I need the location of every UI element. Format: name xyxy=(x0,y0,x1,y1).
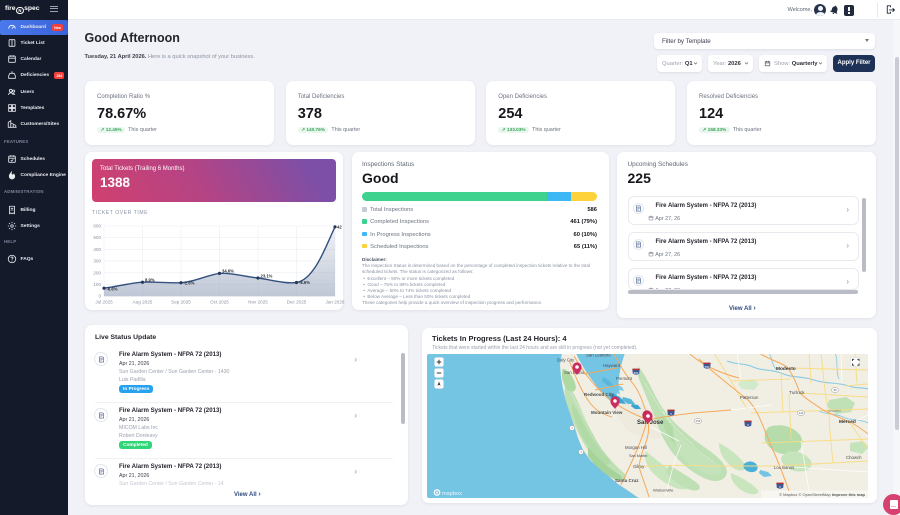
svg-text:Daly City: Daly City xyxy=(557,358,575,363)
svg-text:5: 5 xyxy=(670,412,672,416)
svg-text:Oct 2025: Oct 2025 xyxy=(210,300,229,305)
svg-text:Jul 2025: Jul 2025 xyxy=(95,300,113,305)
svg-text:Modesto: Modesto xyxy=(776,366,796,372)
svg-text:Merced: Merced xyxy=(839,419,856,425)
svg-text:400: 400 xyxy=(93,247,101,252)
svg-text:San Bruno: San Bruno xyxy=(564,370,585,375)
svg-text:Nov 2025: Nov 2025 xyxy=(248,300,268,305)
svg-text:Jan 2026: Jan 2026 xyxy=(326,300,345,305)
svg-text:Chowch: Chowch xyxy=(846,455,862,460)
svg-text:Watsonville: Watsonville xyxy=(653,488,674,493)
svg-text:34.6%: 34.6% xyxy=(222,269,234,274)
svg-text:300: 300 xyxy=(93,259,101,264)
svg-text:San Martin: San Martin xyxy=(629,454,647,458)
svg-text:99: 99 xyxy=(833,388,837,392)
svg-text:-2.6%: -2.6% xyxy=(184,281,195,286)
svg-text:Los Banos: Los Banos xyxy=(774,465,794,470)
svg-text:-8.6%: -8.6% xyxy=(299,280,310,285)
svg-text:152: 152 xyxy=(696,419,701,423)
svg-text:1: 1 xyxy=(571,426,573,430)
svg-text:Atwater: Atwater xyxy=(828,409,842,413)
svg-text:Patterson: Patterson xyxy=(740,395,759,400)
svg-text:8.9%: 8.9% xyxy=(145,278,155,283)
svg-text:Gilroy: Gilroy xyxy=(633,464,645,469)
svg-text:140: 140 xyxy=(799,411,804,415)
svg-text:600: 600 xyxy=(93,224,101,229)
svg-text:Morgan Hill: Morgan Hill xyxy=(625,445,647,450)
svg-text:500: 500 xyxy=(93,235,101,240)
svg-text:42: 42 xyxy=(337,225,342,230)
svg-text:mapbox: mapbox xyxy=(442,491,462,497)
svg-text:© Mapbox © OpenStreetMap Impro: © Mapbox © OpenStreetMap Improve this ma… xyxy=(779,492,865,497)
svg-text:1: 1 xyxy=(580,450,582,454)
svg-text:San Leandro: San Leandro xyxy=(586,354,611,358)
svg-text:580: 580 xyxy=(705,365,710,369)
svg-text:23.1%: 23.1% xyxy=(261,274,273,279)
svg-text:Redwood City: Redwood City xyxy=(584,392,614,397)
svg-text:880: 880 xyxy=(634,371,639,375)
svg-text:Hayward: Hayward xyxy=(603,363,621,368)
svg-text:0: 0 xyxy=(98,294,101,299)
svg-text:San Jose: San Jose xyxy=(637,420,664,426)
svg-text:Dec 2025: Dec 2025 xyxy=(287,300,307,305)
svg-text:-6.6%: -6.6% xyxy=(107,287,118,292)
svg-text:Turlock: Turlock xyxy=(789,390,805,396)
svg-text:Aug 2025: Aug 2025 xyxy=(133,300,153,305)
svg-text:Sep 2025: Sep 2025 xyxy=(171,300,191,305)
svg-text:200: 200 xyxy=(93,270,101,275)
svg-text:Santa Cruz: Santa Cruz xyxy=(615,478,639,483)
svg-text:Mountain View: Mountain View xyxy=(591,410,623,415)
svg-text:100: 100 xyxy=(93,282,101,287)
svg-text:Fremont: Fremont xyxy=(616,376,633,381)
svg-text:5: 5 xyxy=(747,423,749,427)
svg-text:5: 5 xyxy=(779,485,781,489)
